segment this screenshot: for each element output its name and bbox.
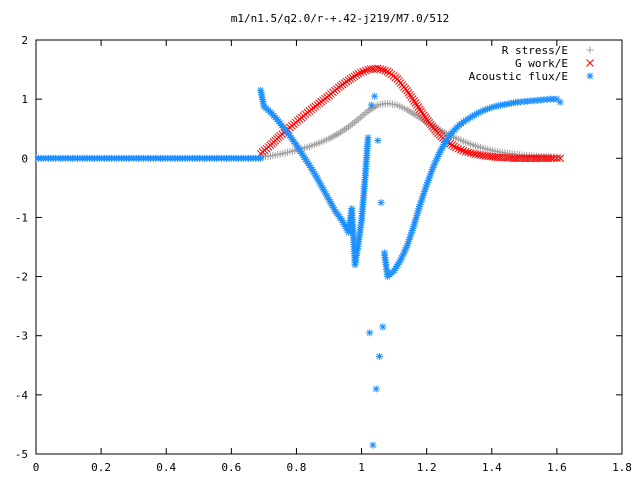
- data-point: [547, 154, 556, 163]
- data-point: [469, 149, 477, 158]
- data-point: [549, 154, 558, 163]
- y-tick-label: -5: [15, 448, 28, 461]
- x-tick-label: 1.4: [482, 461, 502, 474]
- data-point: [452, 143, 460, 152]
- data-point: [556, 154, 564, 163]
- data-point: [454, 144, 463, 153]
- y-tick-label: -4: [15, 389, 29, 402]
- data-point: [379, 323, 387, 331]
- data-point: [257, 154, 265, 162]
- data-point: [361, 66, 370, 75]
- data-point: [459, 146, 468, 155]
- data-point: [372, 385, 380, 393]
- data-point: [381, 66, 390, 75]
- x-tick-label: 0.2: [91, 461, 111, 474]
- data-point: [374, 137, 382, 145]
- data-point: [369, 441, 377, 449]
- legend-label: Acoustic flux/E: [469, 70, 568, 83]
- legend-marker: [586, 59, 594, 67]
- x-tick-label: 0.4: [156, 461, 176, 474]
- series-2: [256, 64, 564, 163]
- data-point: [464, 148, 473, 157]
- data-point: [466, 149, 475, 157]
- plot-area: [36, 64, 564, 449]
- data-point: [553, 154, 561, 163]
- data-point: [556, 98, 564, 106]
- data-point: [377, 199, 385, 207]
- chart-title: m1/n1.5/q2.0/r-+.42-j219/M7.0/512: [231, 12, 450, 25]
- data-point: [376, 65, 385, 73]
- data-point: [461, 147, 470, 156]
- data-point: [354, 69, 363, 78]
- data-point: [356, 68, 365, 77]
- x-tick-label: 1.2: [417, 461, 437, 474]
- legend-marker: [586, 46, 594, 54]
- x-tick-label: 1.8: [612, 461, 632, 474]
- y-tick-label: 2: [21, 34, 28, 47]
- data-point: [373, 64, 382, 73]
- plot-frame: [35, 39, 623, 455]
- y-tick-label: 0: [21, 152, 28, 165]
- y-tick-label: -1: [15, 211, 28, 224]
- legend-label: R stress/E: [502, 44, 568, 57]
- data-point: [456, 145, 465, 154]
- data-point: [359, 67, 368, 76]
- data-point: [375, 352, 383, 360]
- x-tick-label: 0.8: [287, 461, 307, 474]
- legend-marker: [586, 72, 594, 80]
- x-tick-label: 0: [33, 461, 40, 474]
- axes: 0 0.2 0.4 0.6 0.8 1 1.2 1.4 1.6 1.8 2 1 0 -1 -2 -3 -4 -5: [15, 34, 632, 474]
- x-tick-label: 0.6: [221, 461, 241, 474]
- data-point: [364, 134, 372, 142]
- y-tick-label: 1: [21, 93, 28, 106]
- y-tick-label: -2: [15, 271, 28, 284]
- x-tick-label: 1.6: [547, 461, 567, 474]
- data-point: [367, 101, 375, 109]
- data-point: [371, 92, 379, 100]
- x-tick-label: 1: [358, 461, 365, 474]
- y-tick-label: -3: [15, 330, 28, 343]
- data-point: [378, 66, 387, 74]
- series-3: [36, 86, 564, 449]
- legend-label: G work/E: [515, 57, 568, 70]
- data-point: [366, 329, 374, 337]
